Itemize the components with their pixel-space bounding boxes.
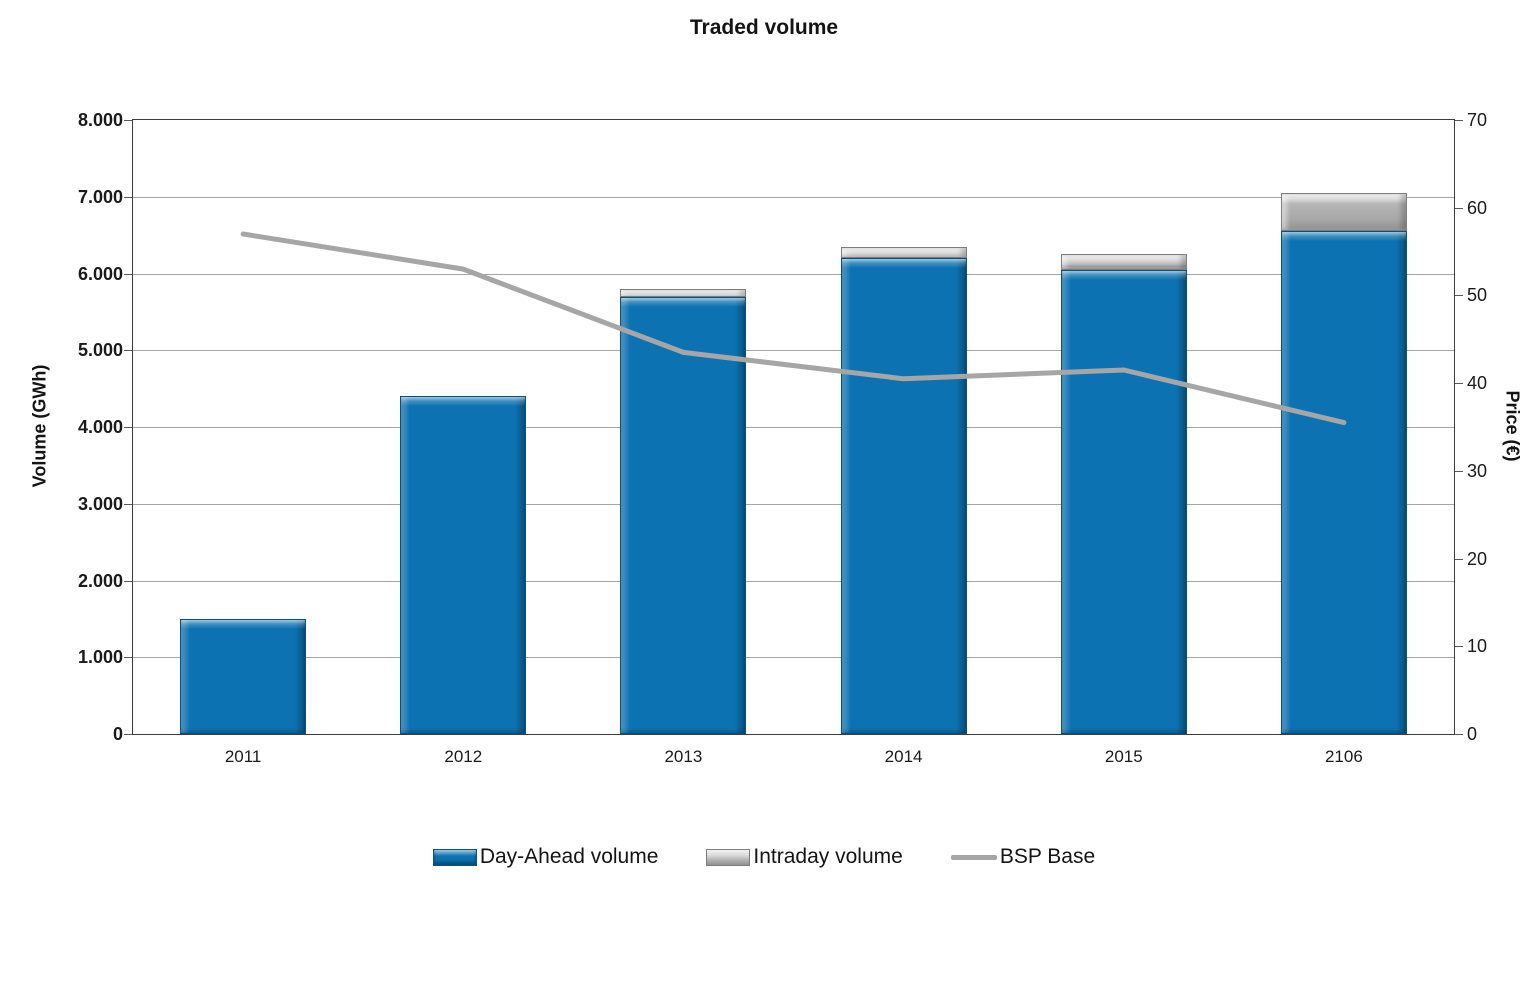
right-tick-mark: [1455, 646, 1463, 648]
bar-day-ahead-volume-2011: [180, 618, 307, 734]
right-tick-mark: [1455, 383, 1463, 385]
x-axis-tick-label: 2013: [664, 747, 703, 766]
right-tick-mark: [1455, 734, 1463, 735]
left-tick-mark: [124, 350, 132, 352]
bar-intraday-volume-2015: [1060, 254, 1187, 270]
x-axis-tick-label: 2011: [224, 747, 262, 766]
x-axis-tick-label: 2012: [444, 747, 483, 766]
bsp-base-line-swatch-icon: [950, 854, 997, 860]
legend: Day-Ahead volume Intraday volume BSP Bas…: [0, 845, 1528, 869]
gridline: [133, 273, 1454, 275]
legend-item-bsp-base: BSP Base: [950, 845, 1096, 869]
left-axis-tick-label: 4.000: [77, 417, 123, 437]
x-axis-tick-label: 2015: [1104, 747, 1143, 766]
chart-title: Traded volume: [689, 16, 839, 39]
left-axis-tick-label: 3.000: [77, 493, 123, 514]
right-axis-tick-label: 30: [1467, 460, 1488, 481]
legend-label-day-ahead: Day-Ahead volume: [479, 845, 659, 868]
right-axis-title: Price (€): [1502, 390, 1523, 462]
left-axis-tick-label: 5.000: [77, 340, 123, 361]
gridline: [133, 580, 1454, 582]
legend-label-bsp-base: BSP Base: [999, 845, 1096, 868]
bar-intraday-volume-2106: [1280, 192, 1407, 232]
intraday-swatch-icon: [706, 848, 751, 866]
bar-intraday-volume-2013: [620, 288, 747, 297]
right-axis-tick-label: 0: [1467, 724, 1478, 744]
left-axis-tick-label: 0: [112, 724, 123, 744]
left-axis-tick-label: 2.000: [77, 570, 123, 591]
right-axis-tick-label: 60: [1467, 197, 1488, 218]
right-axis-tick-label: 10: [1467, 636, 1488, 657]
bar-day-ahead-volume-2012: [400, 396, 527, 734]
right-axis-tick-label: 50: [1467, 285, 1488, 306]
right-axis-tick-label: 40: [1467, 373, 1488, 394]
right-tick-mark: [1455, 295, 1463, 297]
gridline: [133, 657, 1454, 659]
gridline: [133, 503, 1454, 505]
left-tick-mark: [124, 120, 132, 121]
right-tick-mark: [1455, 207, 1463, 209]
left-tick-mark: [124, 580, 132, 582]
left-tick-mark: [124, 196, 132, 198]
left-tick-mark: [124, 657, 132, 659]
left-tick-mark: [124, 427, 132, 428]
right-axis-tick-label: 70: [1467, 110, 1488, 130]
gridline: [133, 427, 1454, 428]
bar-day-ahead-volume-2013: [620, 296, 747, 734]
left-tick-mark: [124, 734, 132, 735]
right-tick-mark: [1455, 120, 1463, 121]
day-ahead-swatch-icon: [432, 848, 477, 866]
legend-item-day-ahead: Day-Ahead volume: [432, 845, 659, 869]
x-axis-tick-label: 2014: [884, 747, 923, 766]
x-axis-tick-label: 2106: [1324, 747, 1363, 766]
plot-area: 0 1.000 2.000 3.000 4.000 5.000 6.000 7.000 8.00…: [78, 110, 1487, 766]
bar-day-ahead-volume-2106: [1280, 231, 1407, 734]
left-tick-mark: [124, 273, 132, 275]
left-tick-mark: [124, 503, 132, 505]
left-axis-tick-label: 8.000: [77, 110, 123, 130]
gridline: [133, 350, 1454, 352]
right-axis-tick-label: 20: [1467, 548, 1488, 569]
bar-day-ahead-volume-2015: [1060, 269, 1187, 734]
legend-label-intraday: Intraday volume: [753, 845, 903, 868]
bar-day-ahead-volume-2014: [840, 258, 967, 734]
left-axis-tick-label: 6.000: [77, 263, 123, 284]
left-axis-tick-label: 7.000: [77, 186, 123, 207]
bar-intraday-volume-2014: [840, 246, 967, 259]
gridline: [133, 196, 1454, 198]
legend-item-intraday: Intraday volume: [706, 845, 903, 869]
right-tick-mark: [1455, 558, 1463, 560]
left-axis-tick-label: 1.000: [77, 647, 123, 668]
right-tick-mark: [1455, 470, 1463, 472]
